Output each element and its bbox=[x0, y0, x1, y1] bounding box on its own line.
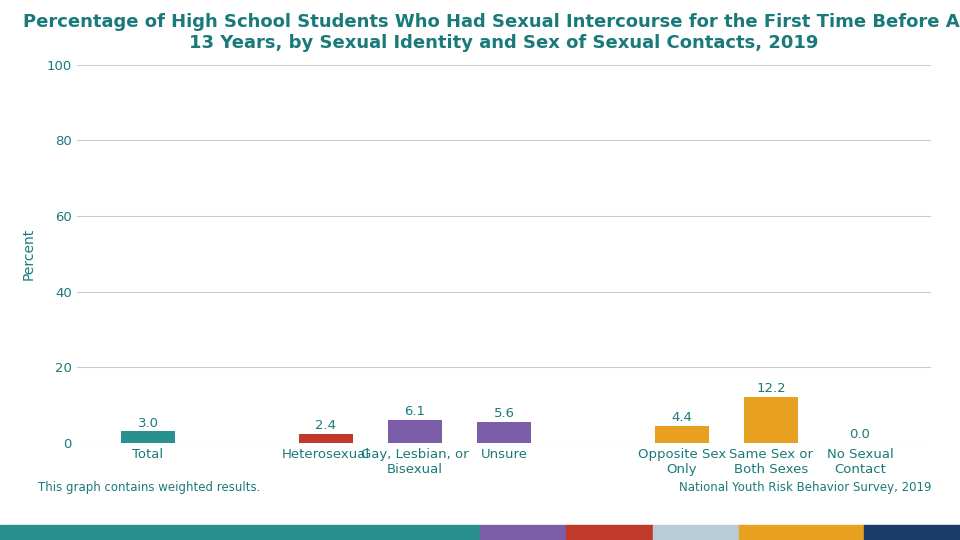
Title: Percentage of High School Students Who Had Sexual Intercourse for the First Time: Percentage of High School Students Who H… bbox=[23, 14, 960, 52]
Bar bbox=[388, 420, 442, 443]
Text: 0.0: 0.0 bbox=[850, 428, 871, 441]
Text: 3.0: 3.0 bbox=[137, 416, 158, 429]
Bar bbox=[656, 426, 708, 443]
Text: This graph contains weighted results.: This graph contains weighted results. bbox=[38, 481, 261, 495]
Text: 6.1: 6.1 bbox=[404, 405, 425, 418]
Bar bbox=[477, 422, 531, 443]
Bar bbox=[744, 397, 798, 443]
Text: 5.6: 5.6 bbox=[493, 407, 515, 420]
Bar bbox=[121, 431, 175, 443]
Text: 2.4: 2.4 bbox=[316, 419, 337, 432]
Y-axis label: Percent: Percent bbox=[21, 228, 36, 280]
Text: National Youth Risk Behavior Survey, 2019: National Youth Risk Behavior Survey, 201… bbox=[679, 481, 931, 495]
Text: 12.2: 12.2 bbox=[756, 382, 786, 395]
Text: 4.4: 4.4 bbox=[672, 411, 692, 424]
Bar bbox=[300, 434, 352, 443]
